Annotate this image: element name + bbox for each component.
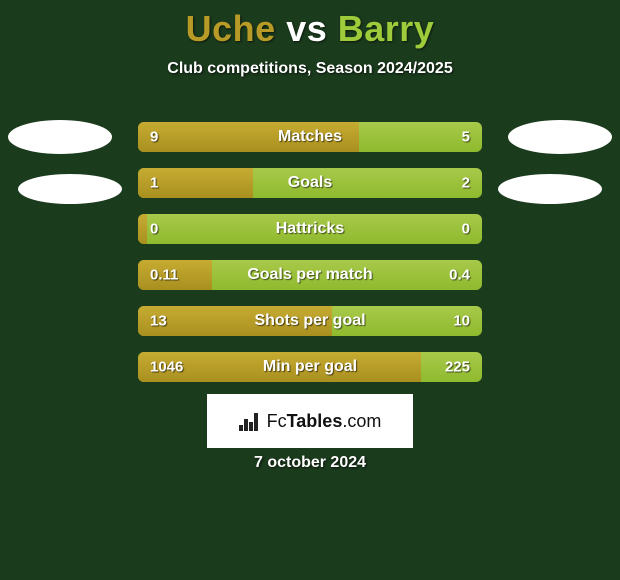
bar-left-segment (138, 122, 359, 152)
bar-right-value: 225 (445, 359, 470, 376)
bar-left-value: 13 (150, 313, 167, 330)
logo-bold: Tables (287, 411, 343, 431)
bar-left-value: 0 (150, 221, 158, 238)
bar-right-value: 2 (462, 175, 470, 192)
logo-bars-icon (239, 411, 261, 431)
bar-right-value: 5 (462, 129, 470, 146)
subtitle: Club competitions, Season 2024/2025 (0, 60, 620, 78)
title-player2: Barry (338, 8, 435, 49)
bar-row: 0 0Hattricks (138, 214, 482, 244)
title-vs: vs (286, 8, 327, 49)
bar-left-value: 9 (150, 129, 158, 146)
logo-text: FcTables.com (267, 411, 382, 432)
bar-row: 0.110.4Goals per match (138, 260, 482, 290)
bar-row: 95Matches (138, 122, 482, 152)
fctables-logo: FcTables.com (207, 394, 413, 448)
avatar-player1-bottom (18, 174, 122, 204)
bar-row: 12Goals (138, 168, 482, 198)
logo-prefix: Fc (267, 411, 287, 431)
comparison-bars: 95Matches12Goals00Hattricks0.110.4Goals … (138, 122, 482, 398)
footer-date: 7 october 2024 (0, 454, 620, 472)
bar-left-segment (138, 306, 332, 336)
bar-right-value: 0.4 (449, 267, 470, 284)
bar-left-segment (138, 214, 147, 244)
bar-left-value: 0.11 (150, 267, 178, 284)
bar-right-value: 10 (453, 313, 470, 330)
bar-right-value: 0 (462, 221, 470, 238)
bar-label: Hattricks (138, 220, 482, 238)
avatar-player2-bottom (498, 174, 602, 204)
avatar-player2-top (508, 120, 612, 154)
bar-row: 1310Shots per goal (138, 306, 482, 336)
bar-row: 1046225Min per goal (138, 352, 482, 382)
bar-left-value: 1 (150, 175, 158, 192)
page-title: Uche vs Barry (0, 0, 620, 50)
title-player1: Uche (186, 8, 276, 49)
bar-left-value: 1046 (150, 359, 183, 376)
avatar-player1-top (8, 120, 112, 154)
logo-suffix: .com (342, 411, 381, 431)
